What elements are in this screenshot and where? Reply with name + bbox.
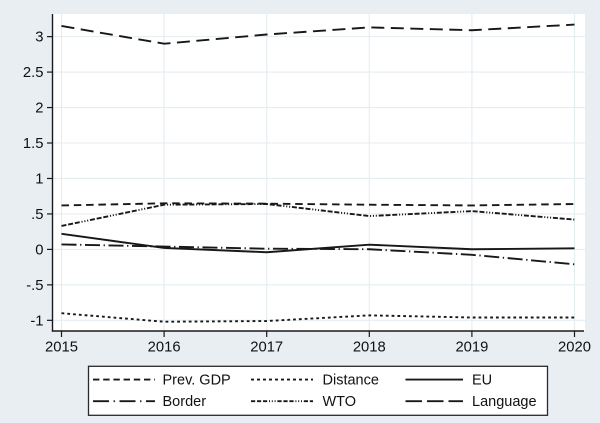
svg-text:2: 2 — [35, 101, 43, 117]
svg-text:2.5: 2.5 — [23, 65, 44, 81]
svg-text:2018: 2018 — [353, 340, 386, 356]
svg-text:1.5: 1.5 — [23, 136, 44, 152]
svg-text:2019: 2019 — [455, 340, 488, 356]
svg-text:0: 0 — [35, 242, 43, 258]
svg-text:3: 3 — [35, 30, 43, 46]
svg-text:2015: 2015 — [45, 340, 78, 356]
svg-text:Prev. GDP: Prev. GDP — [163, 373, 231, 389]
svg-text:Distance: Distance — [323, 373, 379, 389]
svg-text:-.5: -.5 — [26, 278, 43, 294]
svg-text:.5: .5 — [31, 207, 43, 223]
svg-text:2016: 2016 — [148, 340, 181, 356]
svg-text:-1: -1 — [30, 313, 43, 329]
svg-text:EU: EU — [472, 373, 492, 389]
svg-text:2017: 2017 — [250, 340, 283, 356]
svg-text:Language: Language — [472, 394, 537, 410]
svg-text:Border: Border — [163, 394, 207, 410]
svg-text:WTO: WTO — [323, 394, 357, 410]
svg-text:1: 1 — [35, 172, 43, 188]
svg-text:2020: 2020 — [558, 340, 591, 356]
